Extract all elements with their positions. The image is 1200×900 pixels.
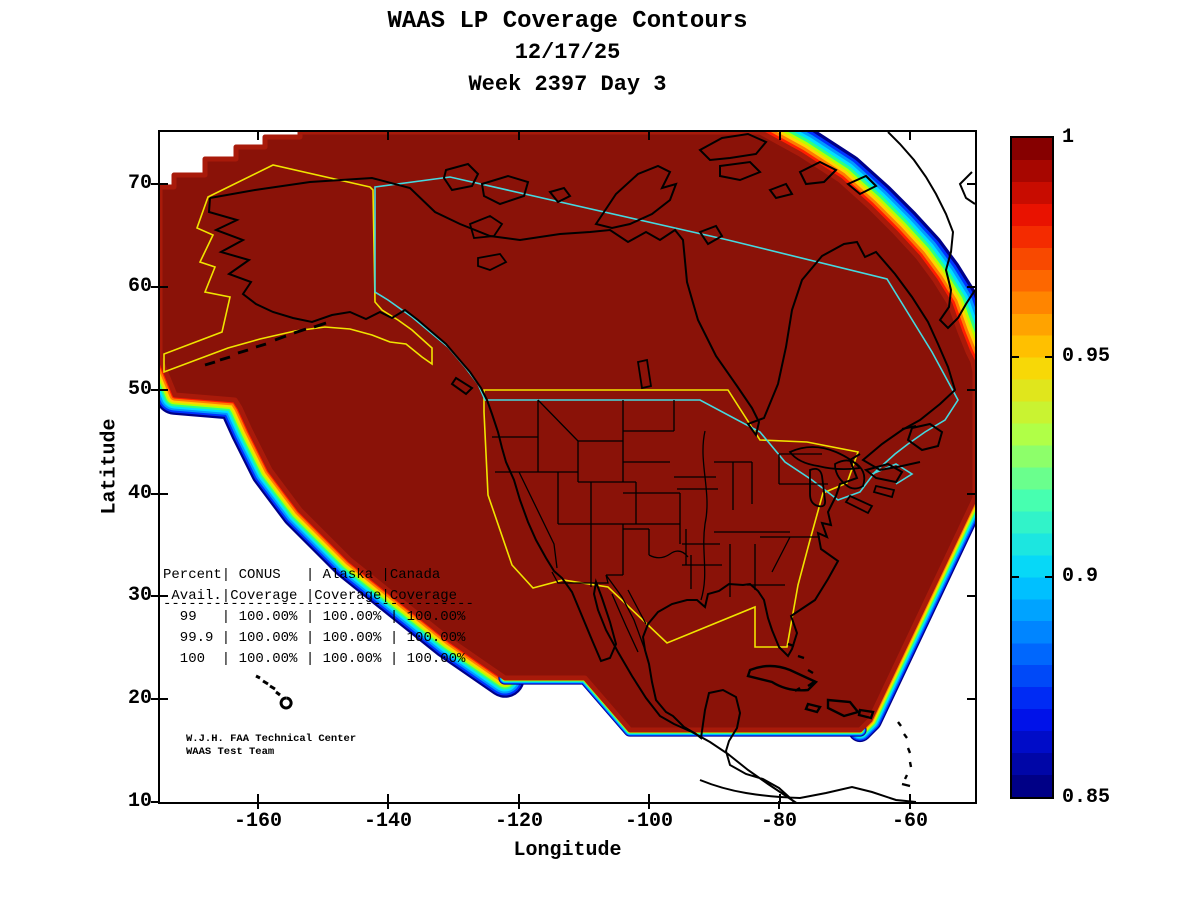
y-axis-title: Latitude: [98, 418, 122, 515]
coastline-south-america: [699, 779, 917, 802]
y-tick-mark: [151, 286, 159, 288]
arctic-islands: [442, 132, 878, 246]
y-tick-label: 30: [127, 584, 152, 607]
x-tick-mark: [257, 801, 259, 809]
credit-line2: WAAS Test Team: [186, 746, 275, 758]
chart-week-day: Week 2397 Day 3: [468, 72, 667, 97]
canada-boundary: [374, 176, 959, 501]
colorbar-tick-label: 0.85: [1062, 786, 1111, 809]
x-axis-title: Longitude: [513, 839, 622, 862]
coverage-table-row: 99.9 | 100.00% | 100.00% | 100.00%: [163, 630, 466, 646]
caribbean-islands: [746, 642, 913, 788]
colorbar-tick-mark: [1012, 575, 1019, 578]
x-tick-mark: [909, 801, 911, 809]
alaska-boundary: [163, 164, 433, 374]
coastline-greenland: [887, 132, 975, 330]
colorbar-tick-mark: [1045, 575, 1052, 578]
y-tick-label: 50: [127, 378, 152, 401]
lakes: [468, 214, 896, 515]
y-tick-mark: [151, 183, 159, 185]
x-tick-label: -120: [494, 810, 543, 833]
chart-title-block: WAAS LP Coverage Contours 12/17/25 Week …: [160, 6, 975, 101]
y-tick-mark: [151, 698, 159, 700]
x-tick-mark: [387, 801, 389, 809]
coverage-table-header1: Percent| CONUS | Alaska |Canada: [163, 567, 441, 583]
chart-date: 12/17/25: [514, 40, 621, 65]
colorbar-tick-mark: [1012, 356, 1019, 359]
colorbar-tick-label: 1: [1062, 126, 1075, 149]
colorbar-tick-label: 0.9: [1062, 565, 1099, 588]
x-tick-mark: [518, 801, 520, 809]
x-tick-label: -60: [891, 810, 928, 833]
x-tick-label: -140: [363, 810, 412, 833]
y-tick-mark: [151, 595, 159, 597]
y-tick-label: 60: [127, 275, 152, 298]
y-tick-label: 70: [127, 172, 152, 195]
y-tick-label: 40: [127, 482, 152, 505]
x-tick-label: -100: [624, 810, 673, 833]
conus-boundary: [483, 389, 860, 648]
colorbar: [1010, 136, 1054, 799]
y-tick-mark: [151, 801, 159, 803]
y-tick-label: 10: [127, 790, 152, 813]
x-tick-label: -80: [760, 810, 797, 833]
x-tick-mark: [648, 801, 650, 809]
colorbar-tick-mark: [1045, 356, 1052, 359]
inward-ticks: [160, 132, 975, 802]
y-tick-mark: [151, 493, 159, 495]
coastline-mainland: [209, 176, 957, 472]
atlantic-islands: [450, 376, 944, 484]
y-tick-mark: [151, 389, 159, 391]
credit-line1: W.J.H. FAA Technical Center: [186, 733, 357, 745]
x-tick-mark: [778, 801, 780, 809]
aleutian-islands: [204, 321, 327, 367]
x-tick-label: -160: [233, 810, 282, 833]
state-borders: [492, 399, 828, 653]
coverage-table-row: 100 | 100.00% | 100.00% | 100.00%: [163, 651, 466, 667]
coverage-table-divider: -------------------------------------: [163, 596, 474, 612]
coverage-table-header2: Avail.|Coverage |Coverage|Coverage: [163, 588, 458, 604]
colorbar-tick-label: 0.95: [1062, 345, 1111, 368]
hawaii-islands: [255, 674, 293, 710]
plot-box-border: [158, 130, 977, 804]
chart-title: WAAS LP Coverage Contours: [387, 8, 748, 35]
colorbar-gradient: [1012, 138, 1052, 797]
y-tick-label: 20: [127, 687, 152, 710]
coastline-us-mexico-centralamerica: [207, 197, 861, 802]
map-plot-area: [160, 132, 975, 802]
coverage-table-row: 99 | 100.00% | 100.00% | 100.00%: [163, 609, 466, 625]
